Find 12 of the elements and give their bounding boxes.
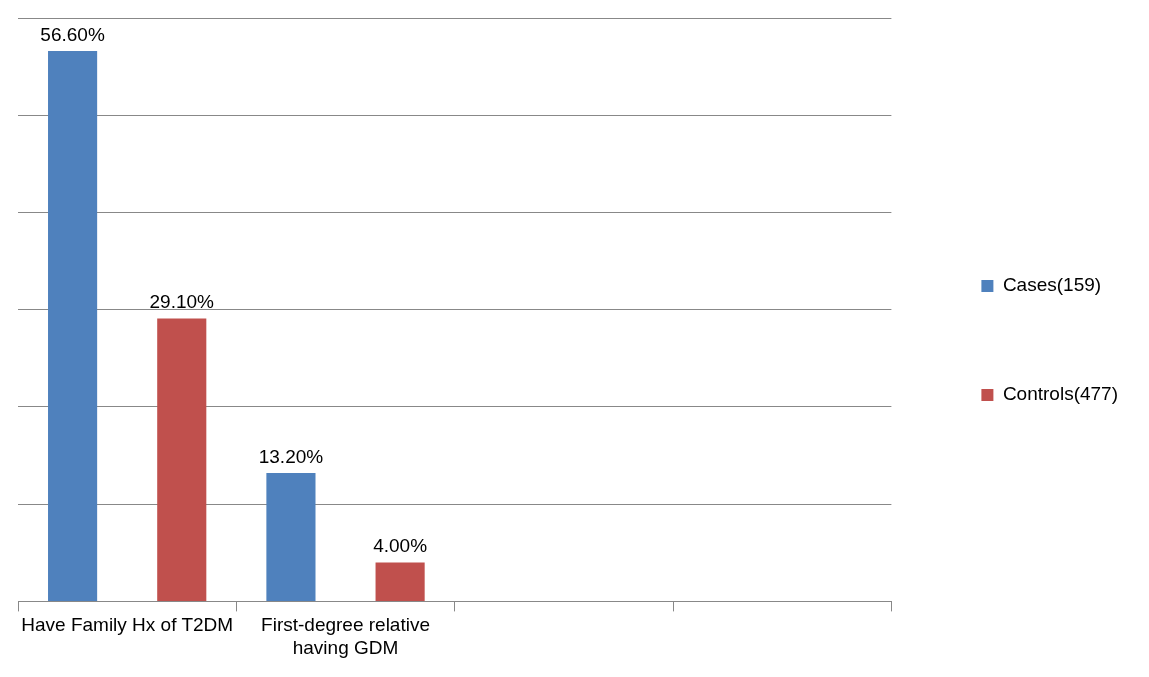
- bar: [266, 473, 316, 601]
- data-label: 29.10%: [149, 291, 215, 313]
- data-label: 4.00%: [373, 535, 428, 557]
- legend-label: Cases(159): [1002, 274, 1102, 296]
- bar: [48, 51, 98, 601]
- legend-label: Controls(477): [1002, 383, 1119, 405]
- bar: [375, 562, 425, 601]
- x-tick-label: First-degree relative having GDM: [261, 614, 430, 658]
- data-label: 13.20%: [258, 445, 324, 467]
- x-tick-label: Have Family Hx of T2DM: [21, 614, 234, 636]
- bar: [157, 318, 207, 601]
- data-label: 56.60%: [40, 23, 105, 45]
